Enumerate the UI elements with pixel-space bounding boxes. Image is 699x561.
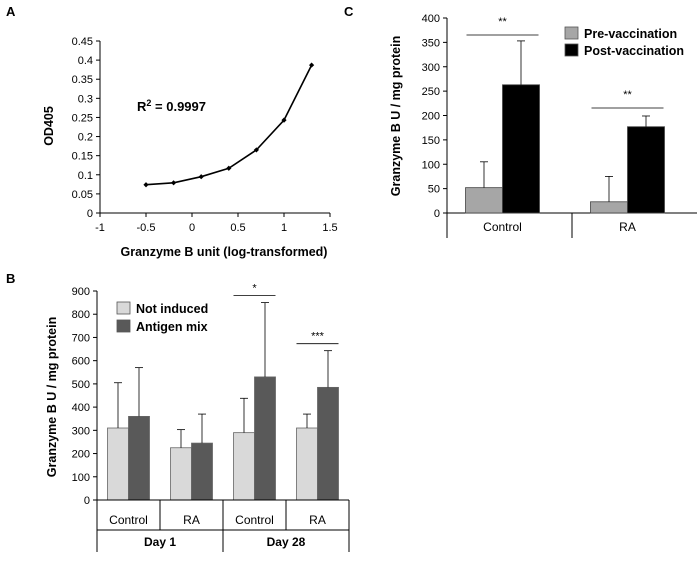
panel-a-y-tick-label: 0.15 <box>72 151 93 163</box>
panel-b-y-tick-label: 700 <box>72 332 90 344</box>
panel-a-x-tick-label: 0.5 <box>230 222 245 234</box>
panel-c-y-tick-label: 400 <box>422 13 440 25</box>
panel-c-y-tick-label: 200 <box>422 111 440 123</box>
panel-b-bar-not-induced <box>170 447 192 501</box>
panel-a-y-tick-label: 0.4 <box>78 55 93 67</box>
panel-b-y-tick-label: 400 <box>72 402 90 414</box>
panel-c-y-tick-label: 50 <box>428 184 440 196</box>
panel-c-category-label: Control <box>483 220 522 234</box>
panel-a-x-tick-label: 1 <box>281 222 287 234</box>
panel-b-bar-antigen-mix <box>191 442 213 501</box>
panel-a-y-tick-label: 0.45 <box>72 36 93 48</box>
panel-b-group-label: Day 1 <box>144 535 176 549</box>
panel-c-bar-post-vaccination <box>502 84 540 214</box>
panel-a-data-point <box>198 174 204 180</box>
panel-b-legend: Not induced Antigen mix <box>116 301 208 334</box>
panel-a-x-tick-label: -0.5 <box>137 222 156 234</box>
panel-b-category-label: RA <box>183 513 200 527</box>
panel-a-data-point <box>309 62 315 68</box>
legend-swatch-antigen-mix <box>116 319 131 333</box>
panel-c-bar-post-vaccination <box>627 126 665 214</box>
panel-c-legend: Pre-vaccination Post-vaccination <box>564 26 684 58</box>
panel-b-significance-label: * <box>252 283 257 295</box>
panel-a-y-tick-label: 0.05 <box>72 189 93 201</box>
legend-label-post-vaccination: Post-vaccination <box>584 44 684 58</box>
panel-c-bar-pre-vaccination <box>465 187 503 214</box>
panel-b-category-label: Control <box>109 513 148 527</box>
panel-c-y-tick-label: 0 <box>434 208 440 220</box>
panel-b-bar-not-induced <box>296 427 318 501</box>
panel-b-y-tick-label: 600 <box>72 356 90 368</box>
legend-label-antigen-mix: Antigen mix <box>136 320 208 334</box>
panel-a-xlabel: Granzyme B unit (log-transformed) <box>121 245 328 259</box>
panel-a-line-chart: OD405 Granzyme B unit (log-transformed) … <box>42 36 338 259</box>
panel-a-y-tick-label: 0 <box>87 208 93 220</box>
panel-a-y-tick-label: 0.1 <box>78 170 93 182</box>
panel-b-y-tick-label: 500 <box>72 379 90 391</box>
panel-c-y-tick-label: 150 <box>422 135 440 147</box>
legend-swatch-not-induced <box>116 301 131 315</box>
panel-b-bar-antigen-mix <box>128 415 150 501</box>
panel-c-bar-pre-vaccination <box>590 201 628 214</box>
panel-b-group-label: Day 28 <box>267 535 306 549</box>
panel-b-bar-chart: Granzyme B U / mg protein Not induced An… <box>45 283 350 552</box>
panel-b-significance-label: *** <box>311 331 325 343</box>
panel-c-category-label: RA <box>619 220 636 234</box>
panel-c-significance-label: ** <box>498 16 507 28</box>
panel-b-letter: B <box>6 271 15 286</box>
panel-c-letter: C <box>344 4 354 19</box>
panel-b-y-tick-label: 200 <box>72 449 90 461</box>
panel-a-data-point <box>226 165 232 171</box>
panel-b-category-label: Control <box>235 513 274 527</box>
panel-a-y-tick-label: 0.35 <box>72 74 93 86</box>
panel-a-data-point <box>143 182 149 188</box>
panel-c-bar-chart: Granzyme B U / mg protein Pre-vaccinatio… <box>389 13 697 238</box>
panel-c-y-tick-label: 300 <box>422 62 440 74</box>
panel-a-data-point <box>281 117 287 123</box>
legend-swatch-post-vaccination <box>564 43 579 57</box>
panel-b-bar-antigen-mix <box>317 386 339 501</box>
panel-b-bar-not-induced <box>107 427 129 501</box>
panel-a-y-tick-label: 0.2 <box>78 132 93 144</box>
panel-c-y-tick-label: 100 <box>422 159 440 171</box>
legend-swatch-pre-vaccination <box>564 26 579 40</box>
panel-b-y-tick-label: 0 <box>84 495 90 507</box>
panel-b-ylabel: Granzyme B U / mg protein <box>45 317 59 477</box>
panel-a-ylabel: OD405 <box>42 106 56 146</box>
panel-b-y-tick-label: 100 <box>72 472 90 484</box>
panel-b-y-tick-label: 900 <box>72 286 90 298</box>
panel-c-significance-label: ** <box>623 89 632 101</box>
panel-b-category-label: RA <box>309 513 326 527</box>
panel-a-y-tick-label: 0.3 <box>78 93 93 105</box>
panel-a-x-tick-label: -1 <box>95 222 105 234</box>
panel-c-y-tick-label: 350 <box>422 37 440 49</box>
panel-b-bar-antigen-mix <box>254 376 276 501</box>
legend-label-not-induced: Not induced <box>136 302 208 316</box>
legend-label-pre-vaccination: Pre-vaccination <box>584 27 677 41</box>
r-squared-annotation: R2 = 0.9997 <box>137 98 206 114</box>
panel-c-ylabel: Granzyme B U / mg protein <box>389 36 403 196</box>
panel-a-data-point <box>253 147 259 153</box>
panel-a-y-tick-label: 0.25 <box>72 112 93 124</box>
panel-b-bar-not-induced <box>233 432 255 501</box>
panel-b-y-tick-label: 800 <box>72 309 90 321</box>
panel-a-x-tick-label: 0 <box>189 222 195 234</box>
panel-b-y-tick-label: 300 <box>72 425 90 437</box>
panel-a-x-tick-label: 1.5 <box>322 222 337 234</box>
panel-a-letter: A <box>6 4 16 19</box>
panel-a-data-point <box>171 180 177 186</box>
panel-c-y-tick-label: 250 <box>422 86 440 98</box>
